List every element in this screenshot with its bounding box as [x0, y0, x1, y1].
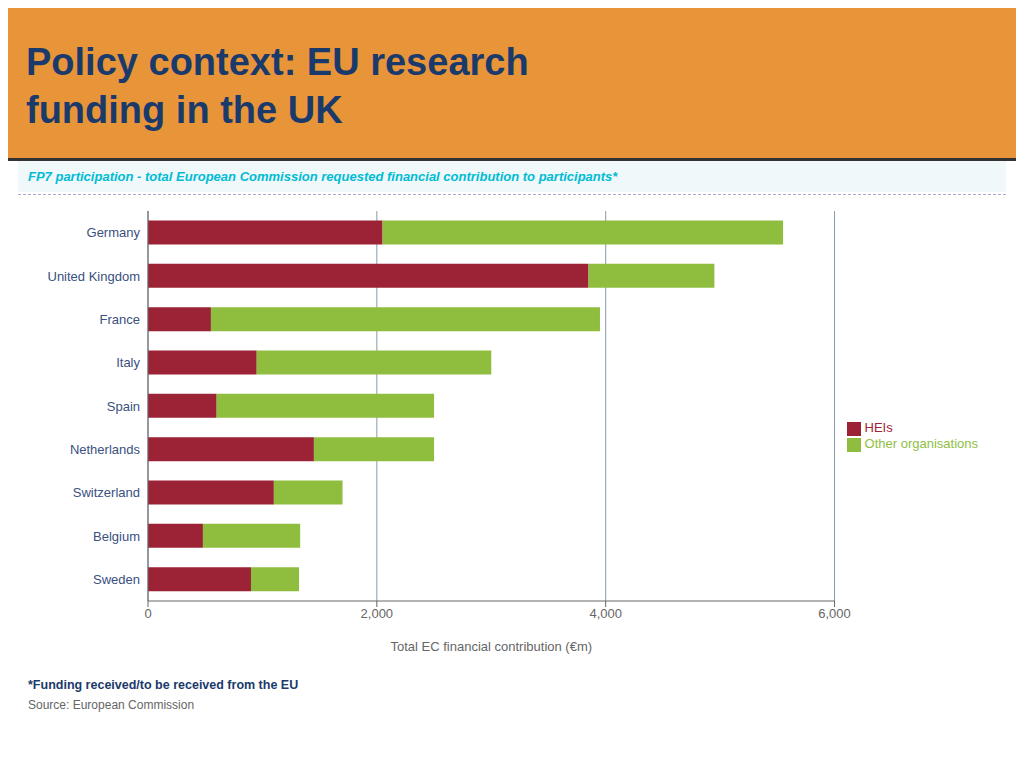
svg-text:0: 0 — [144, 606, 151, 621]
html-text:*Funding received/to be receiv: *Funding received/to be received from th… — [28, 678, 299, 692]
svg-text:Spain: Spain — [107, 399, 140, 414]
html-text:Other organisations: Other organisations — [864, 436, 978, 451]
svg-text:Netherlands: Netherlands — [70, 442, 141, 457]
svg-text:United Kingdom: United Kingdom — [48, 269, 141, 284]
svg-text:Switzerland: Switzerland — [73, 485, 140, 500]
svg-text:Italy: Italy — [116, 355, 140, 370]
html-text:funding in the UK: funding in the UK — [26, 89, 343, 131]
html-text:HEIs: HEIs — [864, 420, 893, 436]
svg-text:Sweden: Sweden — [93, 572, 140, 587]
svg-text:Belgium: Belgium — [93, 529, 140, 544]
html-text:Source: European Commission: Source: European Commission — [28, 698, 195, 712]
html-text:Policy context: EU research: Policy context: EU research — [26, 41, 529, 83]
svg-text:4,000: 4,000 — [589, 606, 622, 621]
svg-text:2,000: 2,000 — [361, 606, 394, 621]
svg-text:Germany: Germany — [87, 225, 141, 240]
html-text:FP7 participation - total Euro: FP7 participation - total European Commi… — [28, 169, 618, 184]
svg-text:Total EC financial contributio: Total EC financial contribution (€m) — [390, 639, 592, 654]
svg-text:6,000: 6,000 — [818, 606, 851, 621]
svg-text:France: France — [100, 312, 140, 327]
